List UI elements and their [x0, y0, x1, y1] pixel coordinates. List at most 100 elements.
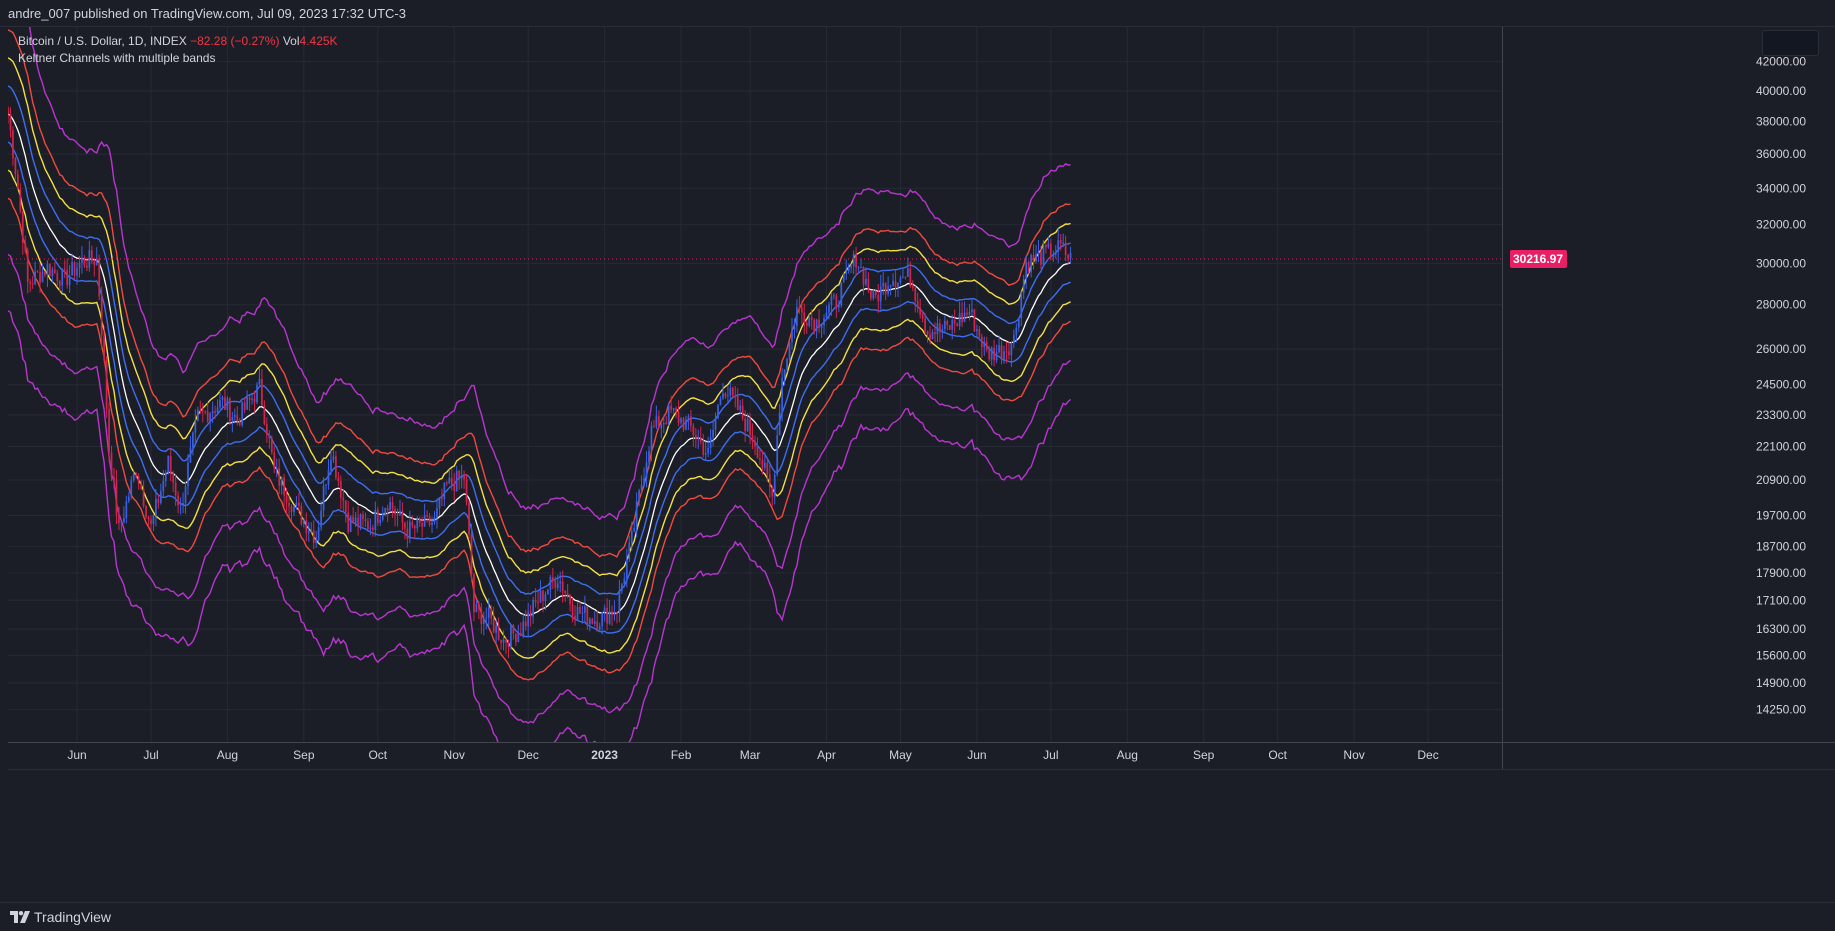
candle-body [140, 483, 142, 489]
candle-body [818, 319, 820, 328]
candle-body [46, 263, 49, 275]
candle-body [113, 477, 115, 480]
candle-body [707, 447, 710, 454]
candle-body [791, 329, 793, 342]
candle-body [1000, 345, 1003, 359]
candle-body [177, 495, 179, 506]
price-tick-label: 20900.00 [1756, 473, 1806, 487]
candle-body [339, 481, 342, 498]
candle-body [727, 395, 729, 397]
candle-body [857, 267, 860, 269]
candle-body [431, 522, 433, 526]
candle-body [559, 581, 562, 584]
candle-body [810, 317, 813, 320]
keltner-band-line [8, 141, 1071, 638]
price-tick-label: 40000.00 [1756, 84, 1806, 98]
time-tick-label: Sep [293, 748, 315, 762]
candle-body [879, 286, 882, 302]
candle-body [657, 416, 660, 429]
candle-body [312, 530, 315, 543]
candle-body [902, 276, 904, 278]
candle-body [539, 590, 542, 603]
candle-body [820, 325, 823, 328]
candle-body [443, 482, 446, 499]
candle-body [369, 527, 372, 530]
candle-body [49, 263, 51, 277]
candle-body [872, 291, 875, 299]
candle-body [53, 269, 56, 273]
candle-body [630, 530, 633, 543]
candle-body [835, 295, 838, 308]
candle-body [238, 421, 241, 425]
candle-body [598, 626, 601, 630]
candle-body [924, 318, 926, 332]
candle-body [337, 477, 340, 482]
candle-body [825, 312, 828, 318]
candle-body [828, 304, 830, 313]
chart-area[interactable]: 42000.00 40000.00 38000.00 36000.00 34000.00… [0, 27, 1835, 902]
candle-body [694, 435, 697, 439]
time-tick-label: Aug [217, 748, 238, 762]
candle-body [1040, 251, 1042, 265]
candle-body [1008, 351, 1010, 356]
candle-body [31, 283, 34, 285]
candle-body [985, 341, 988, 350]
price-tick-label: 23300.00 [1756, 408, 1806, 422]
price-chart[interactable]: 42000.00 40000.00 38000.00 36000.00 34000.00… [0, 27, 1835, 902]
candle-body [906, 268, 909, 277]
price-tick-label: 26000.00 [1756, 342, 1806, 356]
candle-body [357, 517, 359, 527]
candle-body [174, 482, 177, 496]
candle-body [685, 419, 687, 430]
candle-body [201, 410, 204, 412]
candle-body [307, 531, 310, 533]
keltner-band-line [8, 85, 1071, 596]
candle-body [441, 498, 443, 500]
legend-symbol[interactable]: Bitcoin / U.S. Dollar, 1D, INDEX [18, 34, 187, 48]
price-tick-label: 19700.00 [1756, 508, 1806, 522]
keltner-band-line [8, 197, 1071, 681]
candle-body [428, 516, 431, 526]
legend-indicator[interactable]: Keltner Channels with multiple bands [18, 51, 216, 65]
candle-body [219, 399, 221, 408]
candle-body [98, 258, 101, 297]
candle-body [209, 413, 212, 422]
candle-body [364, 519, 367, 522]
price-tick-label: 16300.00 [1756, 622, 1806, 636]
candle-body [73, 262, 76, 276]
candle-body [1035, 254, 1037, 262]
candle-body [12, 130, 14, 159]
candle-body [783, 369, 786, 378]
candle-body [734, 395, 737, 397]
candle-body [120, 522, 123, 524]
candle-body [638, 490, 640, 502]
candle-body [579, 606, 581, 614]
candle-body [327, 470, 330, 485]
candle-body [882, 282, 885, 287]
candle-body [142, 488, 145, 507]
candle-body [118, 514, 120, 523]
candle-body [606, 607, 608, 624]
candle-body [603, 607, 606, 612]
candle-body [1057, 240, 1060, 252]
candle-body [865, 278, 867, 285]
candle-body [83, 257, 86, 266]
price-scale-button[interactable] [1762, 30, 1819, 56]
candle-body [527, 611, 530, 627]
candle-body [374, 509, 377, 531]
candle-body [39, 272, 41, 283]
candle-body [786, 359, 788, 370]
candle-body [359, 514, 362, 527]
candle-body [465, 479, 468, 503]
candle-body [157, 499, 160, 503]
candle-body [808, 317, 811, 327]
candle-body [773, 474, 776, 497]
candle-body [840, 282, 843, 306]
last-price-label: 30216.97 [1513, 252, 1563, 266]
candle-body [478, 604, 480, 609]
candle-body [719, 398, 722, 405]
tradingview-brand[interactable]: TradingView [34, 909, 112, 925]
candle-body [56, 272, 59, 282]
candle-body [29, 281, 32, 284]
candle-body [137, 476, 140, 484]
